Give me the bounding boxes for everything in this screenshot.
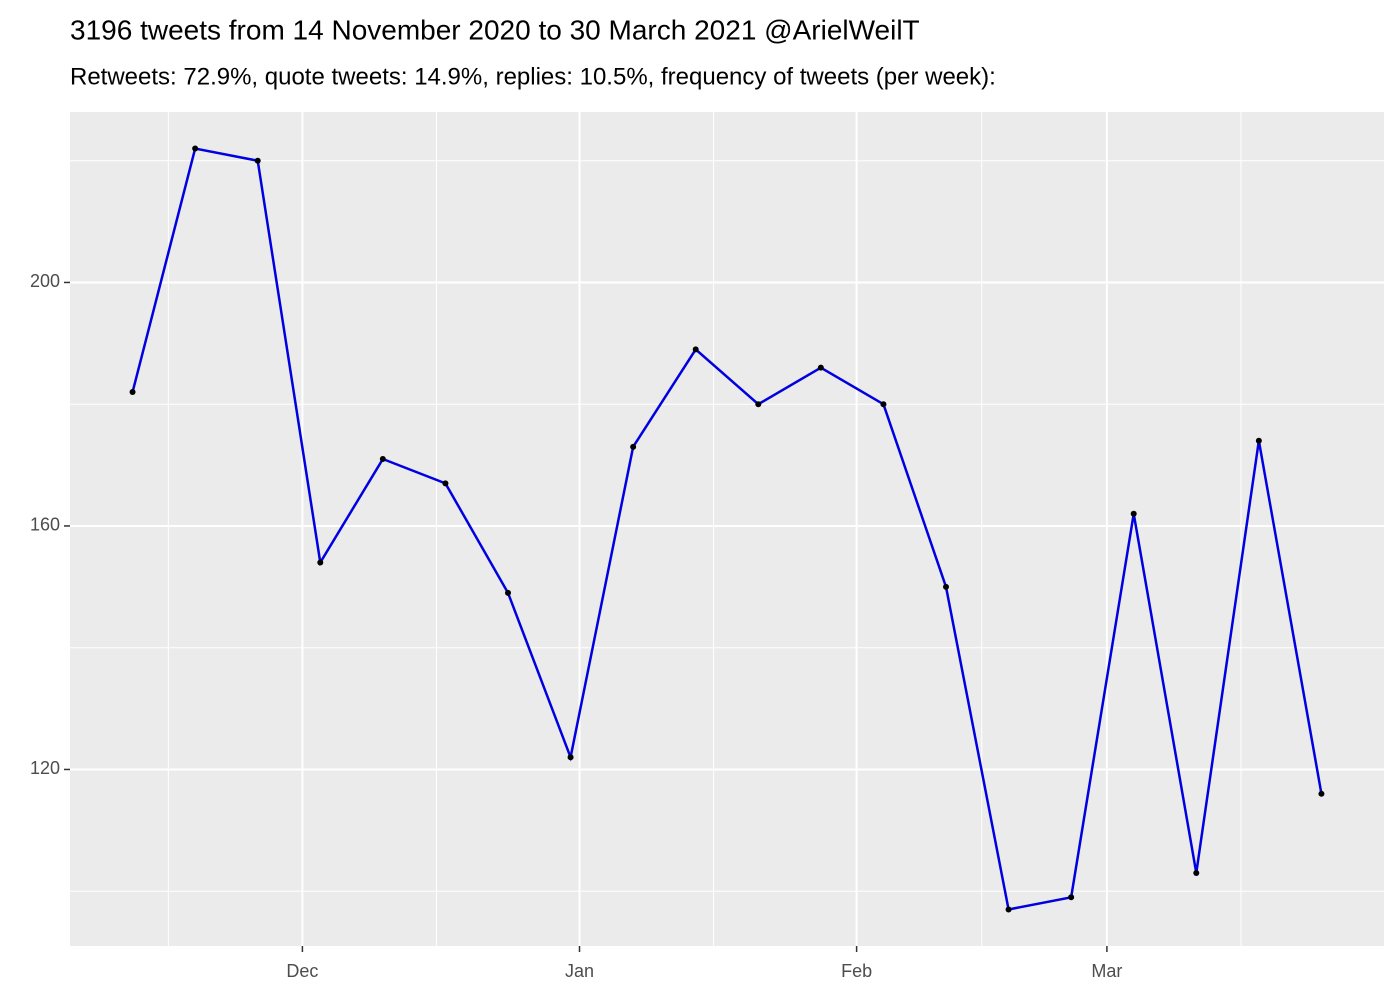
data-point: [692, 346, 699, 353]
y-tick-label: 200: [30, 271, 60, 291]
data-point: [1255, 437, 1262, 444]
data-point: [192, 145, 199, 152]
data-point: [1068, 894, 1075, 901]
data-point: [317, 559, 324, 566]
data-point: [755, 401, 762, 408]
series-line: [131, 147, 1323, 911]
data-point: [379, 455, 386, 462]
data-point: [1005, 906, 1012, 913]
y-tick-label: 120: [30, 758, 60, 778]
x-tick-label: Mar: [1091, 961, 1122, 981]
data-point: [943, 583, 949, 590]
chart-title: 3196 tweets from 14 November 2020 to 30 …: [70, 14, 920, 45]
x-tick-label: Dec: [286, 961, 318, 981]
data-point: [442, 480, 449, 487]
x-tick-label: Feb: [841, 961, 872, 981]
x-tick-label: Jan: [565, 961, 594, 981]
y-tick-label: 160: [30, 515, 60, 535]
chart-subtitle: Retweets: 72.9%, quote tweets: 14.9%, re…: [70, 63, 996, 90]
data-point: [567, 754, 574, 761]
data-point: [1318, 790, 1325, 797]
data-point: [1193, 869, 1200, 876]
plot-panel: [70, 112, 1384, 946]
data-point: [254, 157, 261, 164]
data-point: [1130, 510, 1137, 517]
data-point: [505, 589, 511, 596]
data-point: [817, 364, 824, 371]
data-point: [630, 443, 637, 450]
data-point: [880, 401, 887, 408]
data-point: [129, 389, 136, 396]
